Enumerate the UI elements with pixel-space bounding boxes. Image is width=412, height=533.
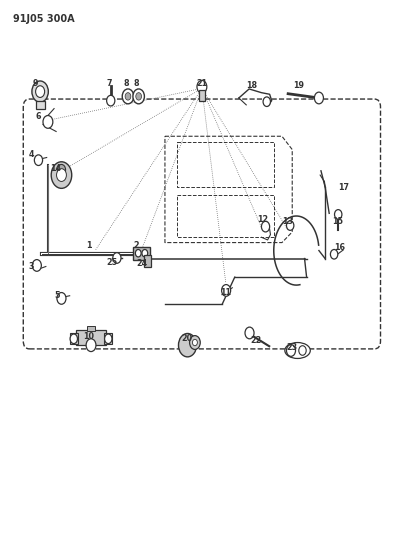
Text: 6: 6 (36, 112, 41, 121)
Circle shape (263, 97, 270, 107)
Circle shape (299, 346, 306, 356)
Text: 21: 21 (197, 78, 208, 87)
Circle shape (335, 209, 342, 219)
Circle shape (245, 327, 254, 339)
Circle shape (107, 95, 115, 106)
Circle shape (192, 340, 197, 346)
Text: 91J05 300A: 91J05 300A (13, 14, 75, 24)
Circle shape (51, 162, 72, 188)
Text: 22: 22 (250, 336, 262, 345)
Text: 2: 2 (133, 241, 139, 250)
Text: 17: 17 (338, 183, 349, 192)
Circle shape (190, 336, 200, 350)
Circle shape (136, 249, 141, 257)
Text: 15: 15 (332, 217, 343, 226)
Text: 5: 5 (55, 291, 60, 300)
Circle shape (222, 285, 231, 296)
Text: 14: 14 (51, 164, 62, 173)
Text: 13: 13 (283, 217, 294, 226)
Circle shape (125, 93, 131, 100)
Circle shape (122, 89, 134, 104)
Circle shape (105, 334, 112, 344)
Bar (35, 101, 44, 109)
Circle shape (32, 81, 48, 102)
Circle shape (35, 86, 44, 98)
Text: 12: 12 (257, 215, 268, 224)
Text: 3: 3 (29, 262, 34, 271)
Text: 20: 20 (181, 334, 192, 343)
Text: 4: 4 (29, 150, 34, 159)
Circle shape (142, 249, 147, 257)
Bar (144, 255, 151, 267)
Bar (104, 334, 112, 344)
Text: 19: 19 (293, 81, 304, 90)
Circle shape (197, 80, 207, 93)
Circle shape (133, 89, 145, 104)
Text: 1: 1 (86, 241, 92, 250)
Circle shape (86, 339, 96, 352)
Circle shape (57, 293, 66, 304)
Circle shape (70, 334, 77, 344)
Bar (70, 334, 78, 344)
Text: 11: 11 (220, 287, 231, 296)
Circle shape (113, 253, 121, 263)
Circle shape (56, 168, 66, 181)
Circle shape (314, 92, 323, 104)
Bar (76, 330, 106, 345)
Text: 10: 10 (84, 332, 94, 341)
Circle shape (286, 221, 294, 230)
Circle shape (262, 221, 269, 232)
Circle shape (32, 260, 41, 271)
Circle shape (43, 116, 53, 128)
Bar (199, 90, 205, 101)
Ellipse shape (285, 343, 310, 359)
Text: 8: 8 (133, 78, 139, 87)
Text: 25: 25 (106, 258, 117, 266)
Bar (87, 326, 95, 331)
Circle shape (286, 345, 295, 357)
Text: 23: 23 (287, 343, 298, 352)
Circle shape (57, 165, 66, 175)
Text: 7: 7 (107, 78, 112, 87)
Text: 24: 24 (137, 260, 148, 268)
Text: 18: 18 (246, 81, 258, 90)
Circle shape (136, 93, 142, 100)
Text: 16: 16 (334, 244, 345, 253)
Circle shape (330, 249, 338, 259)
Bar (133, 247, 150, 260)
Circle shape (178, 334, 197, 357)
Text: 9: 9 (33, 78, 38, 87)
Circle shape (34, 155, 42, 165)
Text: 8: 8 (123, 78, 129, 87)
